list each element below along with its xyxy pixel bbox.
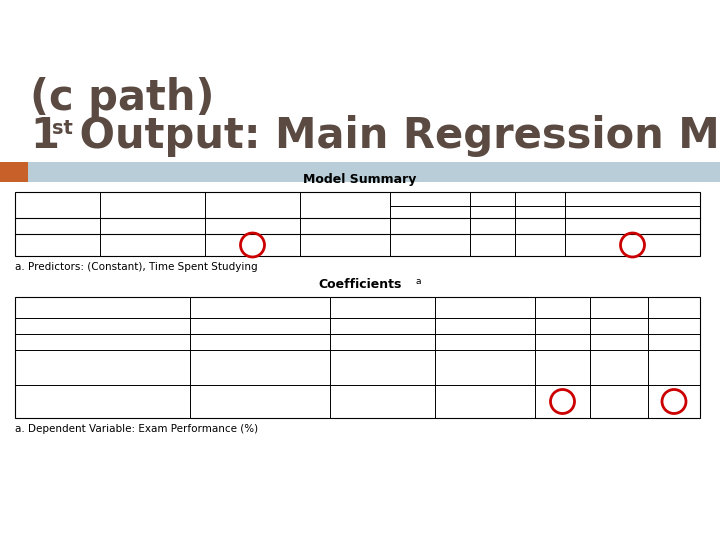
Text: Standardized
Coefficients: Standardized Coefficients: [453, 305, 517, 326]
Text: .000: .000: [662, 396, 686, 407]
Text: Model: Model: [43, 200, 72, 210]
Text: .000: .000: [662, 362, 686, 373]
Text: df1: df1: [485, 207, 500, 217]
Text: Time Spent
Studying: Time Spent Studying: [230, 391, 289, 413]
Text: 101: 101: [529, 240, 551, 250]
Bar: [0, 162, 720, 182]
Text: .397a: .397a: [137, 240, 168, 250]
Text: .397: .397: [550, 396, 575, 407]
Text: B: B: [256, 337, 264, 347]
Text: a. Dependent Variable: Exam Performance (%): a. Dependent Variable: Exam Performance …: [15, 424, 258, 434]
Text: Sig.: Sig.: [610, 337, 628, 347]
Text: a. Predictors: (Constant), Time Spent Studying: a. Predictors: (Constant), Time Spent St…: [15, 262, 258, 272]
Text: Std. Error: Std. Error: [359, 337, 405, 347]
Text: 1: 1: [489, 240, 496, 250]
Text: a: a: [415, 276, 420, 286]
Text: 12.938: 12.938: [600, 362, 639, 373]
Bar: [15, 297, 700, 418]
Text: Adjusted
R Square: Adjusted R Square: [323, 194, 367, 216]
Text: t: t: [561, 337, 564, 347]
Text: Model Summary: Model Summary: [303, 173, 417, 186]
Text: 1: 1: [19, 240, 26, 250]
Text: Model: Model: [88, 319, 117, 328]
Text: Unstandardized
Coefficients: Unstandardized Coefficients: [274, 305, 351, 326]
Text: Beta: Beta: [474, 337, 496, 347]
Text: .157: .157: [240, 240, 265, 250]
Text: Change Statistics: Change Statistics: [499, 194, 590, 204]
Text: .130: .130: [473, 396, 498, 407]
Text: 45.321: 45.321: [363, 362, 402, 373]
Text: (Constant): (Constant): [233, 362, 287, 373]
Bar: [0, 162, 28, 182]
Text: 3.503: 3.503: [469, 362, 501, 373]
Text: st: st: [52, 119, 73, 138]
Bar: [15, 192, 700, 256]
Text: 4.343: 4.343: [603, 396, 635, 407]
Text: .567: .567: [370, 396, 395, 407]
Text: 18.865: 18.865: [410, 240, 449, 250]
Text: 1: 1: [30, 115, 59, 157]
Text: R: R: [149, 200, 156, 210]
Text: Sig. F
Change: Sig. F Change: [614, 201, 651, 223]
Text: .149: .149: [333, 240, 357, 250]
Text: .000: .000: [620, 240, 645, 250]
Text: F
Change: F Change: [411, 201, 449, 223]
Text: Output: Main Regression Model: Output: Main Regression Model: [65, 115, 720, 157]
Text: df2: df2: [532, 207, 548, 217]
Text: Coefficients: Coefficients: [318, 279, 402, 292]
Text: 1: 1: [19, 362, 26, 373]
Text: (c path): (c path): [30, 77, 215, 119]
Text: R Square: R Square: [230, 200, 274, 210]
